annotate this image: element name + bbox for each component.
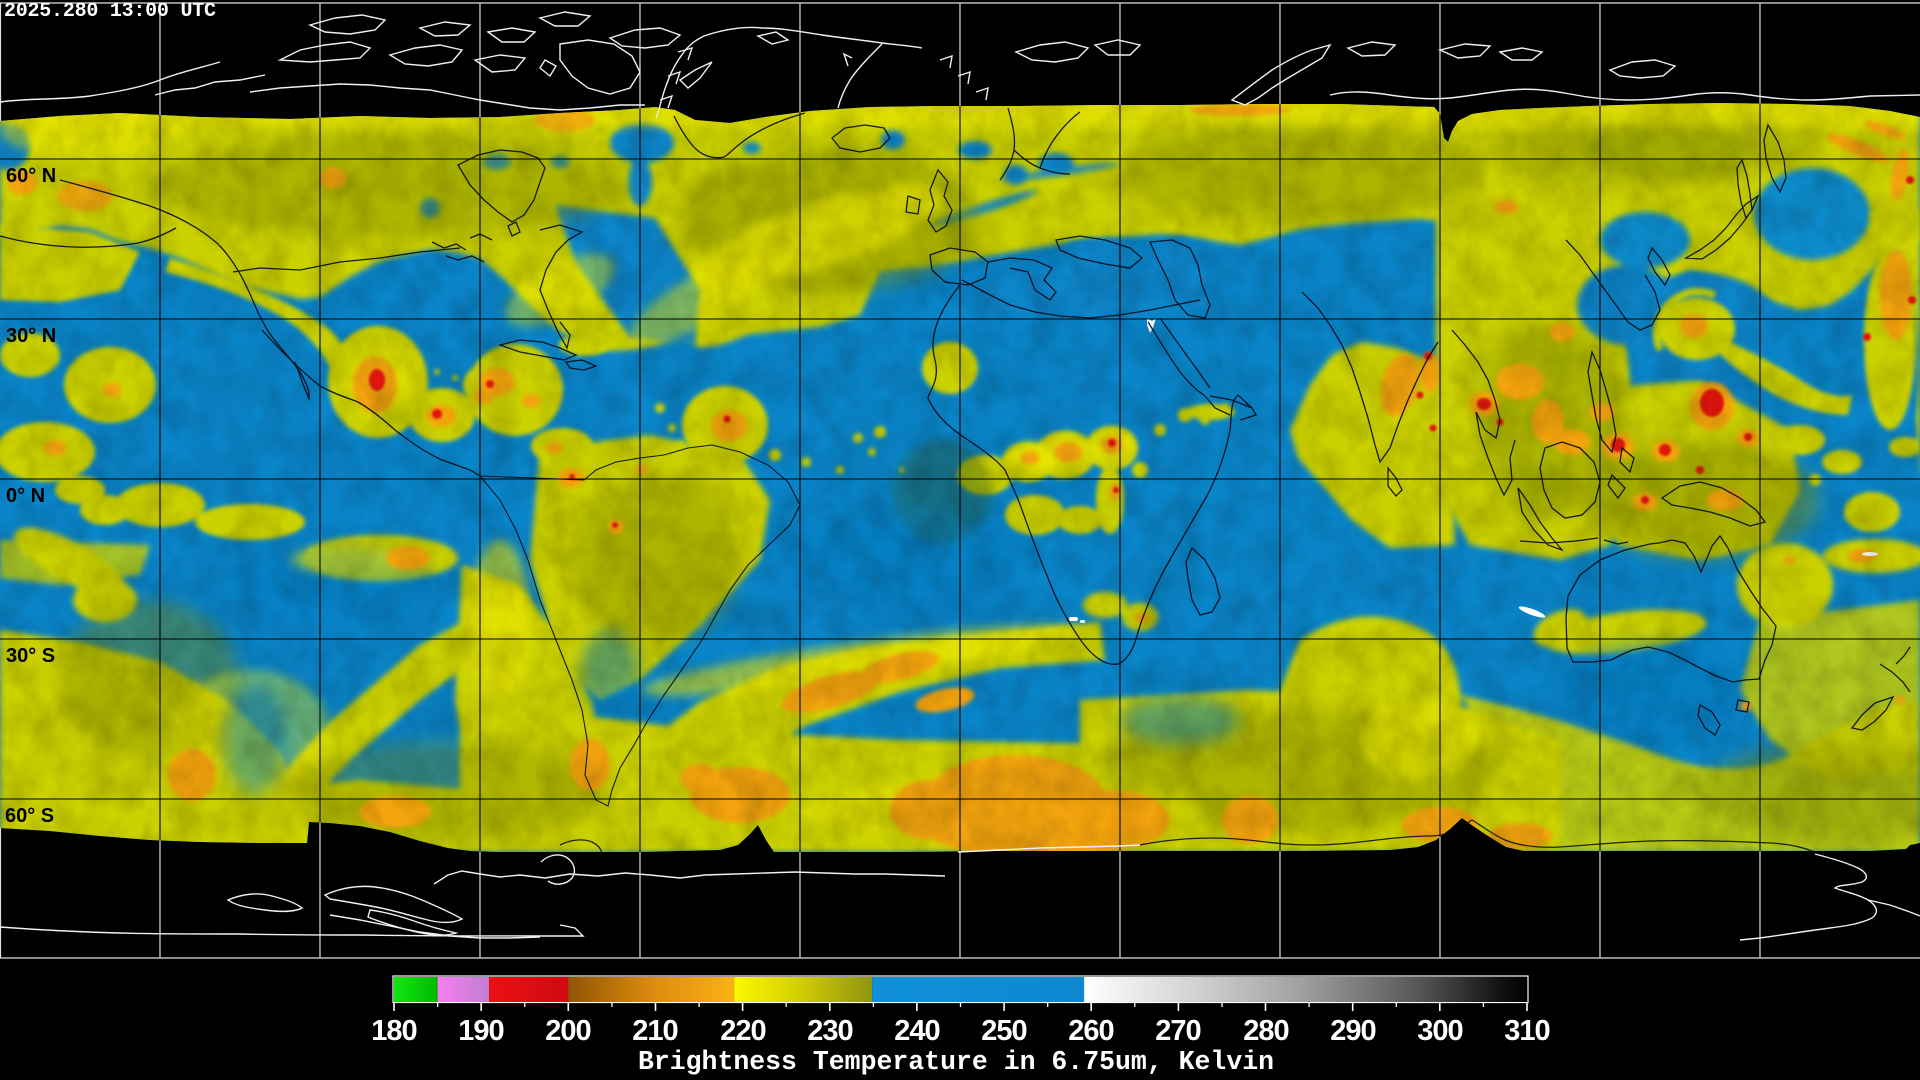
svg-text:30° S: 30° S bbox=[6, 645, 55, 667]
svg-text:0° N: 0° N bbox=[6, 485, 45, 507]
svg-text:30° N: 30° N bbox=[6, 325, 56, 347]
svg-text:2025.280 13:00 UTC: 2025.280 13:00 UTC bbox=[4, 0, 216, 23]
svg-text:250: 250 bbox=[981, 1015, 1026, 1047]
svg-text:60° S: 60° S bbox=[5, 805, 54, 827]
svg-text:240: 240 bbox=[894, 1015, 939, 1047]
svg-text:230: 230 bbox=[807, 1015, 852, 1047]
svg-text:280: 280 bbox=[1243, 1015, 1288, 1047]
svg-text:60° N: 60° N bbox=[6, 165, 56, 187]
svg-text:190: 190 bbox=[458, 1015, 503, 1047]
svg-text:300: 300 bbox=[1417, 1015, 1462, 1047]
svg-text:200: 200 bbox=[545, 1015, 590, 1047]
svg-text:180: 180 bbox=[371, 1015, 416, 1047]
svg-text:210: 210 bbox=[632, 1015, 677, 1047]
svg-text:260: 260 bbox=[1068, 1015, 1113, 1047]
svg-text:220: 220 bbox=[720, 1015, 765, 1047]
svg-text:Brightness Temperature in 6.75: Brightness Temperature in 6.75um, Kelvin bbox=[638, 1047, 1274, 1077]
svg-text:290: 290 bbox=[1330, 1015, 1375, 1047]
svg-text:270: 270 bbox=[1155, 1015, 1200, 1047]
svg-text:310: 310 bbox=[1504, 1015, 1549, 1047]
